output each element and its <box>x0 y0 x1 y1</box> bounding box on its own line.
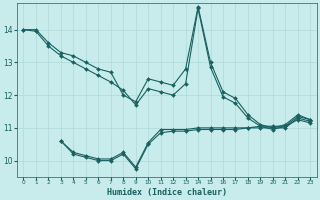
X-axis label: Humidex (Indice chaleur): Humidex (Indice chaleur) <box>107 188 227 197</box>
